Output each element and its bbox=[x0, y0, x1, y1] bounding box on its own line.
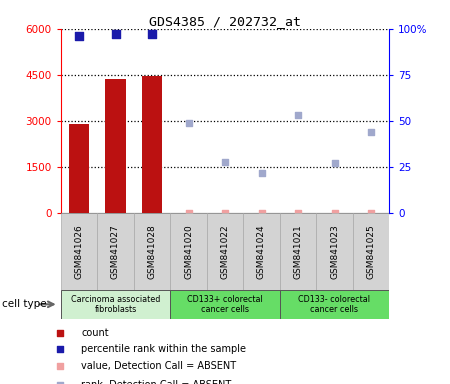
Point bbox=[57, 346, 64, 353]
Point bbox=[294, 113, 302, 119]
Bar bbox=[69, 124, 89, 213]
Point bbox=[258, 169, 265, 175]
Point bbox=[57, 363, 64, 369]
Point bbox=[185, 120, 192, 126]
Bar bbox=[134, 213, 170, 290]
Text: CD133+ colorectal
cancer cells: CD133+ colorectal cancer cells bbox=[187, 295, 263, 314]
Bar bbox=[105, 79, 126, 213]
Point bbox=[221, 210, 229, 216]
Point bbox=[294, 210, 302, 216]
Point bbox=[57, 382, 64, 384]
Bar bbox=[280, 213, 316, 290]
Bar bbox=[142, 76, 162, 213]
Point bbox=[221, 159, 229, 165]
Text: percentile rank within the sample: percentile rank within the sample bbox=[81, 344, 246, 354]
Bar bbox=[97, 213, 134, 290]
Bar bbox=[61, 290, 170, 319]
Text: GSM841024: GSM841024 bbox=[257, 224, 266, 279]
Point bbox=[331, 210, 338, 216]
Text: Carcinoma associated
fibroblasts: Carcinoma associated fibroblasts bbox=[71, 295, 160, 314]
Text: cell type: cell type bbox=[2, 299, 47, 310]
Bar bbox=[170, 213, 207, 290]
Text: rank, Detection Call = ABSENT: rank, Detection Call = ABSENT bbox=[81, 380, 231, 384]
Text: GSM841025: GSM841025 bbox=[366, 224, 375, 279]
Text: GSM841026: GSM841026 bbox=[75, 224, 84, 279]
Text: CD133- colorectal
cancer cells: CD133- colorectal cancer cells bbox=[298, 295, 370, 314]
Point bbox=[185, 210, 192, 216]
Bar bbox=[61, 213, 97, 290]
Text: GSM841021: GSM841021 bbox=[293, 224, 302, 279]
Point bbox=[367, 129, 374, 135]
Point bbox=[367, 210, 374, 216]
Point bbox=[258, 210, 265, 216]
Point bbox=[57, 329, 64, 336]
Bar bbox=[316, 213, 353, 290]
Bar bbox=[353, 213, 389, 290]
Point bbox=[112, 31, 119, 37]
Point bbox=[76, 33, 83, 39]
Bar bbox=[207, 213, 243, 290]
Bar bbox=[280, 290, 389, 319]
Text: GSM841022: GSM841022 bbox=[220, 224, 230, 279]
Text: count: count bbox=[81, 328, 109, 338]
Text: GSM841023: GSM841023 bbox=[330, 224, 339, 279]
Text: GSM841027: GSM841027 bbox=[111, 224, 120, 279]
Point bbox=[148, 31, 156, 37]
Text: GSM841020: GSM841020 bbox=[184, 224, 193, 279]
Title: GDS4385 / 202732_at: GDS4385 / 202732_at bbox=[149, 15, 301, 28]
Bar bbox=[243, 213, 280, 290]
Text: value, Detection Call = ABSENT: value, Detection Call = ABSENT bbox=[81, 361, 236, 371]
Bar bbox=[170, 290, 280, 319]
Text: GSM841028: GSM841028 bbox=[148, 224, 157, 279]
Point bbox=[331, 160, 338, 166]
